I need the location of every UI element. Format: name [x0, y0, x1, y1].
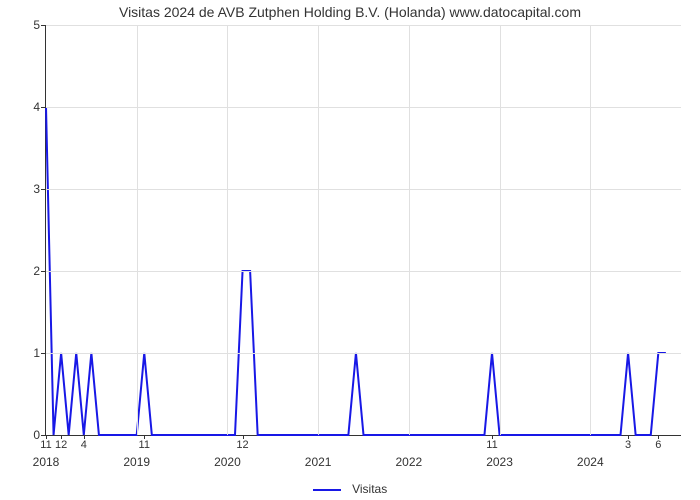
x-minor-tick-label: 12 — [55, 439, 67, 451]
chart-title: Visitas 2024 de AVB Zutphen Holding B.V.… — [0, 4, 700, 20]
gridline-vertical — [409, 25, 410, 435]
x-tick-mark — [61, 435, 62, 439]
gridline-vertical — [590, 25, 591, 435]
y-tick-mark — [41, 107, 46, 108]
gridline-vertical — [227, 25, 228, 435]
y-tick-label: 5 — [33, 18, 40, 32]
y-tick-mark — [41, 271, 46, 272]
x-tick-mark — [492, 435, 493, 439]
legend: Visitas — [0, 482, 700, 496]
x-major-tick-label: 2022 — [395, 455, 422, 469]
x-minor-tick-label: 3 — [625, 439, 631, 451]
y-tick-label: 4 — [33, 100, 40, 114]
gridline-horizontal — [46, 189, 681, 190]
line-series — [46, 25, 681, 435]
x-tick-mark — [46, 435, 47, 439]
y-tick-mark — [41, 353, 46, 354]
x-tick-mark — [144, 435, 145, 439]
y-tick-label: 2 — [33, 264, 40, 278]
legend-label: Visitas — [352, 482, 387, 496]
x-major-tick-label: 2019 — [123, 455, 150, 469]
x-major-tick-label: 2018 — [33, 455, 60, 469]
gridline-vertical — [318, 25, 319, 435]
x-major-tick-label: 2024 — [577, 455, 604, 469]
x-minor-tick-label: 11 — [486, 439, 497, 451]
x-minor-tick-label: 12 — [236, 439, 248, 451]
y-tick-label: 0 — [33, 428, 40, 442]
gridline-vertical — [500, 25, 501, 435]
gridline-horizontal — [46, 107, 681, 108]
y-tick-label: 3 — [33, 182, 40, 196]
x-tick-mark — [628, 435, 629, 439]
x-tick-mark — [84, 435, 85, 439]
x-minor-tick-label: 11 — [40, 439, 51, 451]
x-major-tick-label: 2021 — [305, 455, 332, 469]
gridline-vertical — [137, 25, 138, 435]
gridline-horizontal — [46, 25, 681, 26]
x-minor-tick-label: 4 — [81, 439, 87, 451]
x-major-tick-label: 2020 — [214, 455, 241, 469]
x-minor-tick-label: 11 — [139, 439, 150, 451]
plot-area: 0123452018201920202021202220232024111241… — [45, 25, 681, 436]
gridline-horizontal — [46, 353, 681, 354]
x-tick-mark — [243, 435, 244, 439]
gridline-horizontal — [46, 271, 681, 272]
y-tick-label: 1 — [33, 346, 40, 360]
y-tick-mark — [41, 189, 46, 190]
y-tick-mark — [41, 25, 46, 26]
legend-swatch — [313, 489, 341, 491]
x-major-tick-label: 2023 — [486, 455, 513, 469]
x-minor-tick-label: 6 — [655, 439, 661, 451]
x-tick-mark — [658, 435, 659, 439]
